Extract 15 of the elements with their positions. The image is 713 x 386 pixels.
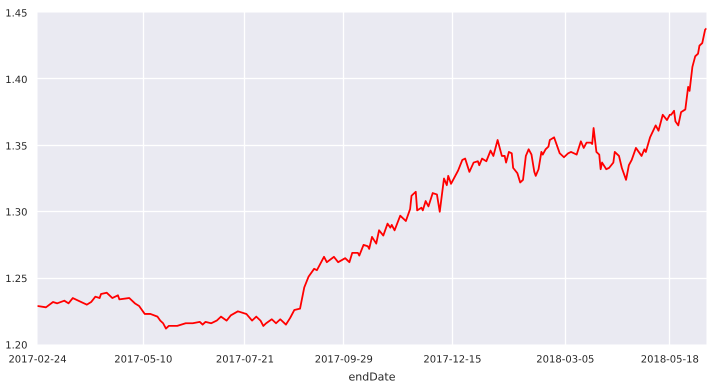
x-axis-title: endDate (348, 370, 396, 384)
x-tick-label: 2017-09-29 (314, 354, 373, 366)
x-tick-label: 2017-12-15 (423, 354, 482, 366)
x-tick-label: 2017-05-10 (114, 354, 172, 366)
y-tick-label: 1.35 (5, 141, 28, 152)
x-tick-label: 2018-03-05 (536, 354, 594, 366)
line-series (38, 28, 706, 330)
y-tick-label: 1.40 (5, 74, 28, 86)
y-tick-label: 1.30 (5, 208, 28, 219)
y-tick-label: 1.20 (5, 340, 28, 352)
y-tick-label: 1.45 (5, 8, 28, 20)
y-tick-label: 1.25 (5, 274, 28, 286)
x-tick-label: 2018-05-18 (640, 354, 699, 366)
x-tick-label: 2017-07-21 (216, 354, 274, 366)
x-tick-label: 2017-02-24 (8, 354, 67, 366)
